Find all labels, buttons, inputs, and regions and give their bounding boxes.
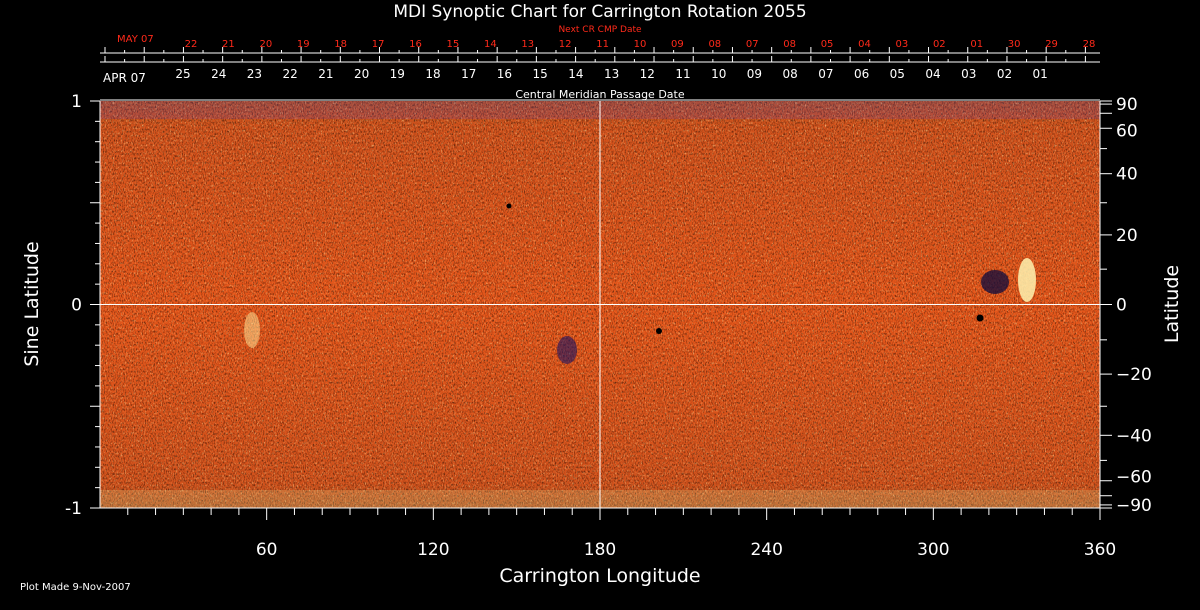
cmp-date-label: 09	[747, 67, 762, 81]
sunspot-dot	[506, 203, 512, 209]
cmp-date-label: 16	[497, 67, 512, 81]
y-tick-label-left: 0	[71, 296, 82, 316]
y-tick-label-right: −40	[1116, 426, 1152, 446]
next-cr-date-label: 29	[1045, 39, 1058, 50]
chart-axes: 60 120 180 240 300 36010-1906040200−20−40−60−…	[65, 39, 1152, 560]
next-cr-date-label: 02	[933, 39, 946, 50]
cmp-date-label: 06	[854, 67, 869, 81]
cmp-date-label: 03	[961, 67, 976, 81]
sunspot-dot	[976, 314, 984, 322]
y-tick-label-left: 1	[71, 92, 82, 112]
next-cr-date-label: 05	[821, 39, 834, 50]
next-cr-date-label: 17	[372, 39, 385, 50]
cmp-date-label: 23	[247, 67, 262, 81]
y-tick-label-right: 60	[1116, 121, 1138, 141]
x-axis-label: Carrington Longitude	[499, 565, 700, 587]
next-cr-date-label: 20	[259, 39, 272, 50]
y-tick-label-right: −90	[1116, 496, 1152, 516]
next-cr-date-label: 01	[970, 39, 983, 50]
x-tick-label: 180	[584, 540, 616, 560]
next-cr-date-label: 08	[708, 39, 721, 50]
plage-region	[557, 336, 577, 364]
y-tick-label-right: −20	[1116, 365, 1152, 385]
cmp-date-label: 11	[675, 67, 690, 81]
next-cr-date-label: 11	[596, 39, 609, 50]
active-region-negative	[981, 270, 1009, 294]
cmp-date-label: 02	[997, 67, 1012, 81]
next-cr-date-label: 03	[896, 39, 909, 50]
x-tick-label: 120	[417, 540, 449, 560]
y-axis-right-label: Latitude	[1161, 265, 1183, 343]
cmp-date-label: 19	[390, 67, 405, 81]
cmp-date-label: 24	[211, 67, 226, 81]
cmp-date-label: 10	[711, 67, 726, 81]
sunspot-dot	[656, 328, 662, 334]
cmp-date-label: 20	[354, 67, 369, 81]
cmp-date-label: 01	[1033, 67, 1048, 81]
cmp-date-label: 15	[533, 67, 548, 81]
plage-region	[244, 312, 260, 348]
next-cr-date-label: 16	[409, 39, 422, 50]
top-axis-label: Central Meridian Passage Date	[515, 88, 684, 101]
next-cr-date-label: 04	[858, 39, 871, 50]
y-tick-label-right: 40	[1116, 165, 1138, 185]
next-cr-date-label: 14	[484, 39, 497, 50]
next-cr-date-label: 19	[297, 39, 310, 50]
y-tick-label-right: 0	[1116, 296, 1127, 316]
next-cr-date-label: 21	[222, 39, 235, 50]
x-tick-label: 60	[256, 540, 278, 560]
next-cr-date-label: 09	[671, 39, 684, 50]
next-cr-date-label: 15	[447, 39, 460, 50]
active-region-positive	[1018, 258, 1036, 302]
next-cr-date-label: 22	[185, 39, 198, 50]
next-cr-date-label: 28	[1083, 39, 1096, 50]
y-tick-label-right: −60	[1116, 468, 1152, 488]
next-cr-date-label: 08	[783, 39, 796, 50]
y-tick-label-left: -1	[65, 499, 82, 519]
cmp-date-label: 08	[783, 67, 798, 81]
y-tick-label-right: 90	[1116, 95, 1138, 115]
chart-title: MDI Synoptic Chart for Carrington Rotati…	[393, 2, 806, 22]
next-cr-date-label: 30	[1008, 39, 1021, 50]
x-tick-label: 240	[750, 540, 782, 560]
x-tick-label: 300	[917, 540, 949, 560]
cmp-date-label: 04	[925, 67, 940, 81]
cmp-date-label: 18	[425, 67, 440, 81]
cmp-date-label: 13	[604, 67, 619, 81]
cmp-date-label: 22	[283, 67, 298, 81]
next-cr-date-label: 13	[521, 39, 534, 50]
cmp-date-label: 07	[818, 67, 833, 81]
cmp-date-label: 25	[175, 67, 190, 81]
plot-made-note: Plot Made 9-Nov-2007	[20, 582, 131, 593]
top-axis-start-label: APR 07	[103, 71, 146, 85]
cmp-date-label: 17	[461, 67, 476, 81]
cmp-date-label: 05	[890, 67, 905, 81]
y-axis-left-label: Sine Latitude	[21, 241, 43, 366]
next-cr-date-label: 18	[334, 39, 347, 50]
cmp-date-label: 14	[568, 67, 583, 81]
next-axis-start-label: MAY 07	[117, 34, 154, 45]
next-cr-date-label: 12	[559, 39, 572, 50]
next-cr-date-label: 10	[634, 39, 647, 50]
cmp-date-label: 12	[640, 67, 655, 81]
next-cr-date-label: 07	[746, 39, 759, 50]
cmp-date-label: 21	[318, 67, 333, 81]
next-axis-label: Next CR CMP Date	[558, 25, 642, 35]
y-tick-label-right: 20	[1116, 226, 1138, 246]
x-tick-label: 360	[1084, 540, 1116, 560]
